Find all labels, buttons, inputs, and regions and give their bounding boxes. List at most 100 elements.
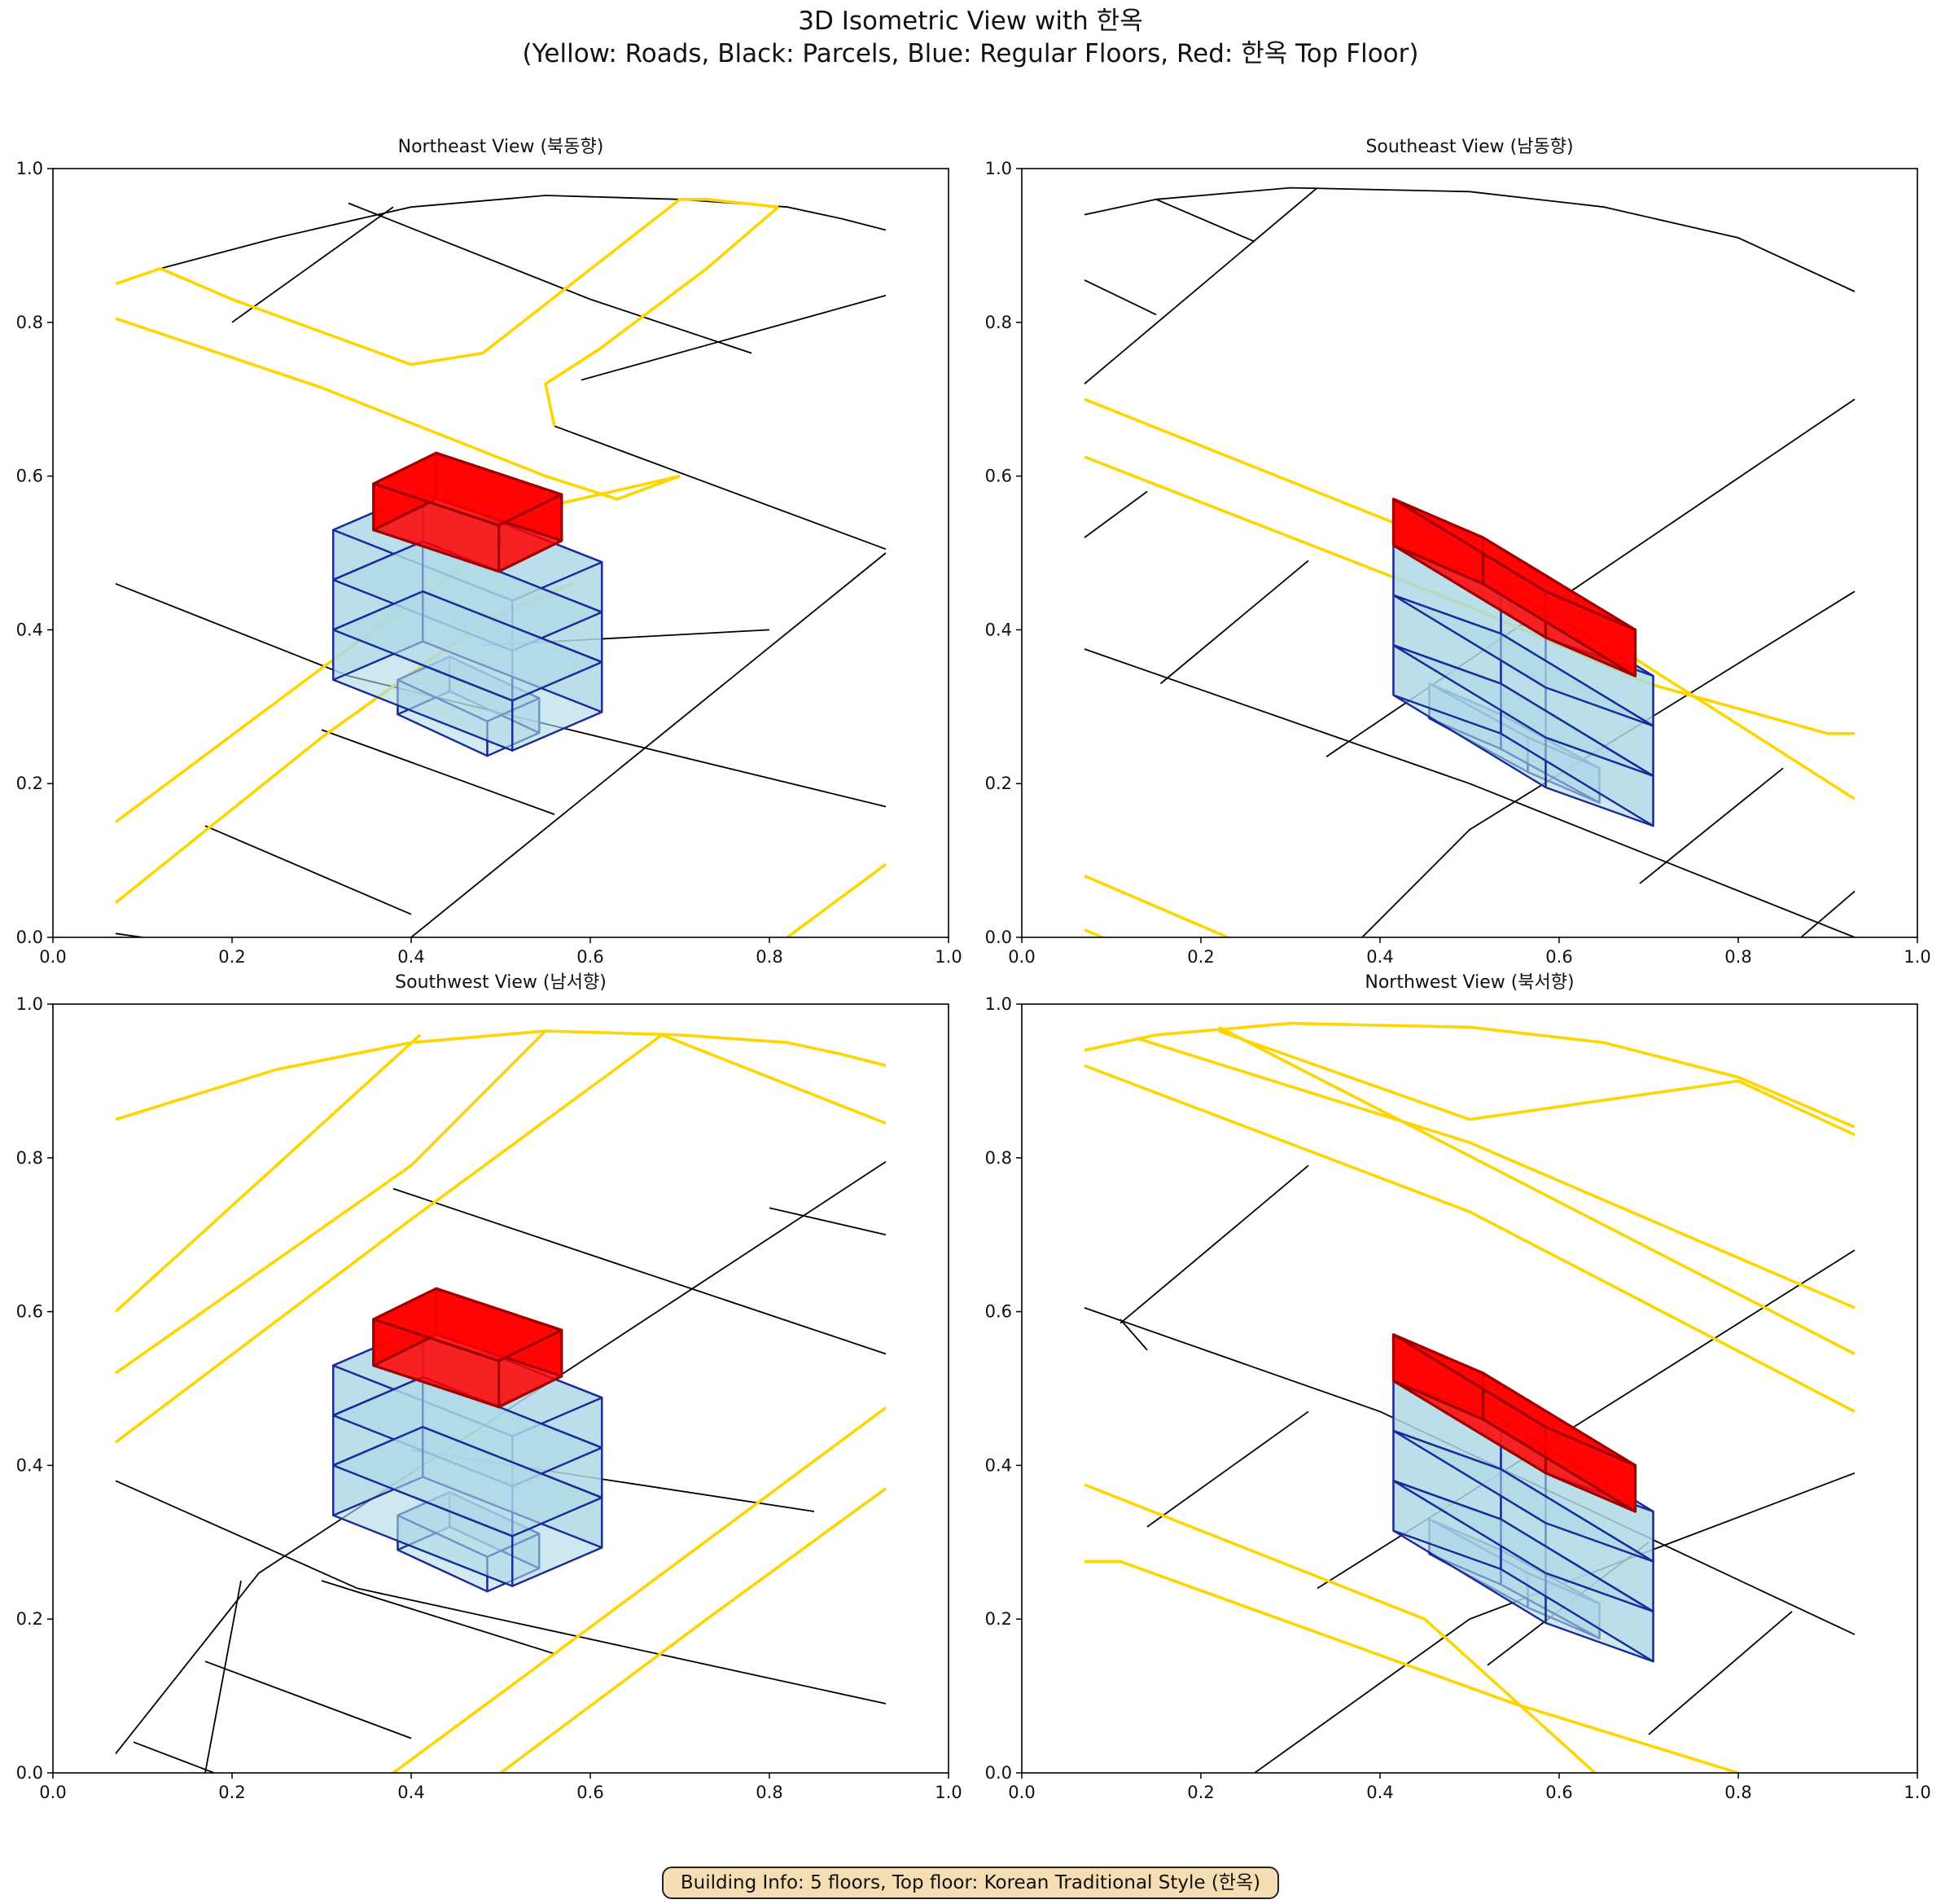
subplot-northeast: Northeast View (북동향) 0.0 0.2 0.4 0.6 0.8 1.0 0…: [16, 137, 962, 967]
road-line: [392, 1406, 887, 1773]
parcel-line: [1119, 1165, 1309, 1324]
road-line: [1084, 928, 1103, 937]
parcel-line: [392, 1187, 887, 1355]
subplot-southeast: Southeast View (남동향) 0.0 0.2 0.4 0.6 0.8 1.0 0…: [985, 137, 1931, 967]
parcel-line: [1084, 490, 1148, 538]
building-info-box: Building Info: 5 floors, Top floor: Kore…: [662, 1867, 1279, 1899]
regular-floor-face: [332, 590, 603, 702]
y-tick-label: 0.8: [16, 313, 43, 332]
subplot-canvas: 0.0 0.2 0.4 0.6 0.8 1.0 0.0 0.2 0.4 0.6 0.8 1.0: [985, 994, 1931, 1802]
subplot-northwest: Northwest View (북서향) 0.0 0.2 0.4 0.6 0.8 1.0 0…: [985, 972, 1931, 1802]
axes-frame: [1021, 168, 1918, 938]
regular-floor-face: [1392, 1480, 1654, 1612]
road-line: [544, 205, 780, 427]
plot-area: [1084, 186, 1856, 937]
subplot-title: Northwest View (북서향): [1365, 972, 1575, 993]
x-tick-label: 0.8: [1724, 947, 1751, 967]
x-tick-label: 0.2: [1187, 1783, 1214, 1802]
parcel-line: [1084, 186, 1856, 292]
y-tick-label: 0.0: [16, 928, 43, 947]
subplot-canvas: 0.0 0.2 0.4 0.6 0.8 1.0 0.0 0.2 0.4 0.6 0.8 1.0: [16, 994, 962, 1802]
x-tick-label: 1.0: [1904, 947, 1930, 967]
x-tick-label: 0.8: [756, 1783, 782, 1802]
x-tick-label: 1.0: [1904, 1783, 1930, 1802]
plot-area: [1084, 1021, 1856, 1773]
subplot-southwest: Southwest View (남서향) 0.0 0.2 0.4 0.6 0.8 1.0 0…: [16, 972, 962, 1802]
parcel-line: [321, 1580, 555, 1655]
x-tick-label: 0.4: [1366, 1783, 1393, 1802]
parcel-line: [348, 202, 752, 354]
y-tick-label: 0.4: [16, 620, 43, 639]
road-line: [786, 862, 887, 937]
parcel-line: [1084, 279, 1157, 316]
x-tick-label: 0.6: [576, 1783, 603, 1802]
subplot-canvas: 0.0 0.2 0.4 0.6 0.8 1.0 0.0 0.2 0.4 0.6 0.8 1.0: [16, 159, 962, 967]
parcel-line: [204, 1580, 242, 1773]
road-line: [114, 1033, 422, 1313]
x-tick-label: 0.4: [397, 1783, 424, 1802]
road-line: [499, 1487, 887, 1773]
parcel-line: [231, 206, 394, 323]
hanok-top-floor-face: [1391, 1333, 1637, 1467]
x-tick-label: 0.0: [1008, 947, 1035, 967]
y-tick-label: 0.6: [16, 467, 43, 486]
road-line: [1218, 1025, 1856, 1356]
subplot-title: Southeast View (남동향): [1365, 137, 1574, 157]
parcel-line: [115, 1480, 887, 1704]
y-tick-label: 0.4: [16, 1455, 43, 1475]
road-line: [115, 197, 779, 366]
subplot-title: Northeast View (북동향): [397, 137, 604, 157]
y-tick-label: 0.8: [16, 1148, 43, 1168]
hanok-top-floor-face: [372, 451, 563, 527]
subplot-canvas: 0.0 0.2 0.4 0.6 0.8 1.0 0.0 0.2 0.4 0.6 0.8 1.0: [985, 159, 1931, 967]
axes-frame: [1021, 1003, 1918, 1774]
parcel-line: [1254, 1472, 1856, 1773]
y-tick-label: 0.6: [16, 1302, 43, 1322]
road-line: [1084, 874, 1229, 937]
road-line: [1084, 1064, 1856, 1413]
x-tick-label: 0.6: [1545, 947, 1572, 967]
x-tick-label: 0.0: [1008, 1783, 1035, 1802]
y-tick-label: 1.0: [16, 159, 43, 178]
x-tick-label: 1.0: [935, 947, 962, 967]
x-tick-label: 0.2: [218, 1783, 245, 1802]
x-tick-label: 0.4: [1366, 947, 1393, 967]
figure-title-line-2: (Yellow: Roads, Black: Parcels, Blue: Re…: [522, 39, 1419, 68]
parcel-line: [204, 1661, 412, 1739]
x-tick-label: 0.6: [1545, 1783, 1572, 1802]
y-tick-label: 0.0: [985, 928, 1012, 947]
y-tick-label: 0.4: [985, 620, 1012, 639]
parcel-line: [1084, 648, 1856, 937]
parcel-line: [115, 1160, 887, 1754]
y-tick-label: 0.2: [16, 774, 43, 793]
y-tick-label: 1.0: [985, 159, 1012, 178]
road-line: [1084, 1021, 1856, 1129]
y-tick-label: 0.2: [985, 1609, 1012, 1629]
subplot-title: Southwest View (남서향): [395, 972, 607, 993]
hanok-top-floor-face: [1391, 498, 1637, 632]
parcel-line: [1361, 590, 1856, 937]
parcel-line: [554, 425, 887, 551]
y-tick-label: 0.8: [985, 313, 1012, 332]
axes-frame: [52, 1003, 949, 1774]
road-line: [114, 1029, 547, 1375]
parcel-line: [1648, 1611, 1793, 1735]
y-tick-label: 0.2: [16, 1609, 43, 1629]
figure-title-line-1: 3D Isometric View with 한옥: [798, 7, 1143, 36]
y-tick-label: 0.6: [985, 467, 1012, 486]
hanok-top-floor-face: [372, 1287, 563, 1362]
x-tick-label: 0.0: [39, 1783, 66, 1802]
road-line: [1084, 1483, 1597, 1773]
road-line: [1218, 1029, 1856, 1137]
road-line: [1084, 1560, 1739, 1773]
regular-floor-face: [1392, 644, 1654, 777]
x-tick-label: 0.2: [1187, 947, 1214, 967]
parcel-line: [160, 195, 887, 270]
road-line: [115, 317, 681, 501]
y-tick-label: 0.8: [985, 1148, 1012, 1168]
y-tick-label: 0.2: [985, 774, 1012, 793]
figure-title: 3D Isometric View with 한옥 (Yellow: Roads…: [0, 5, 1941, 70]
y-tick-label: 0.6: [985, 1302, 1012, 1322]
parcel-line: [1146, 1410, 1309, 1528]
parcel-line: [1800, 890, 1856, 937]
